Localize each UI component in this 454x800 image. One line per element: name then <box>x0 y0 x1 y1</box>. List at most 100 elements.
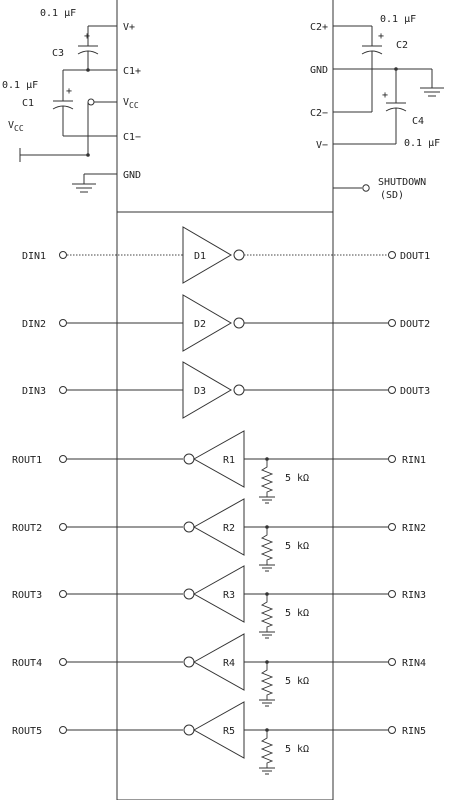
receiver-channel-2: ROUT2 R2 5 kΩ RIN2 <box>12 498 426 572</box>
shutdown-sd-label: (SD) <box>380 190 404 201</box>
driver-channel-1: DIN1 D1 DOUT1 <box>22 226 430 284</box>
receiver-1-output-label: ROUT1 <box>12 455 42 466</box>
driver-3-inversion-bubble <box>233 384 245 396</box>
capacitor-c3-value: 0.1 µF <box>40 8 76 19</box>
driver-3-input-label: DIN3 <box>22 386 46 397</box>
receiver-3-output-label: ROUT3 <box>12 590 42 601</box>
ic-pins-left: V+ C1+ VCC C1− GND <box>123 22 141 181</box>
capacitor-c1-polarity: + <box>66 86 72 97</box>
receiver-2-input-terminal <box>388 523 396 531</box>
receiver-3-input-label: RIN3 <box>402 590 426 601</box>
driver-channel-2: DIN2 D2 DOUT2 <box>22 294 430 352</box>
capacitor-c2-name: C2 <box>396 40 408 51</box>
capacitor-c3-polarity: + <box>84 31 90 42</box>
driver-1-output-label: DOUT1 <box>400 251 430 262</box>
driver-2-output-label: DOUT2 <box>400 319 430 330</box>
capacitor-c4: + C4 0.1 µF <box>382 90 440 149</box>
driver-3-name: D3 <box>194 386 206 397</box>
shutdown-pin: SHUTDOWN (SD) <box>378 177 426 201</box>
capacitor-c2: 0.1 µF + C2 <box>378 14 416 51</box>
capacitor-c1-name: C1 <box>22 98 34 109</box>
pin-c2minus-label: C2− <box>310 108 328 119</box>
receiver-3-inversion-bubble <box>183 588 195 600</box>
driver-2-output-terminal <box>388 319 396 327</box>
driver-2-input-terminal <box>59 319 67 327</box>
capacitor-c2-value: 0.1 µF <box>380 14 416 25</box>
receiver-2-output-label: ROUT2 <box>12 523 42 534</box>
capacitor-c4-polarity: + <box>382 90 388 101</box>
driver-1-output-terminal <box>388 251 396 259</box>
pin-c2plus-label: C2+ <box>310 22 328 33</box>
receiver-2-resistor-value: 5 kΩ <box>285 541 309 552</box>
receiver-1-buffer-symbol <box>192 430 245 488</box>
receiver-3-buffer-symbol <box>192 565 245 623</box>
power-section-wiring <box>19 25 444 193</box>
receiver-5-name: R5 <box>223 726 235 737</box>
ic-pins-right: C2+ GND C2− V− <box>310 22 328 151</box>
receiver-1-resistor-value: 5 kΩ <box>285 473 309 484</box>
receiver-5-output-label: ROUT5 <box>12 726 42 737</box>
driver-2-inversion-bubble <box>233 317 245 329</box>
pin-vplus-label: V+ <box>123 22 135 33</box>
driver-channel-3: DIN3 D3 DOUT3 <box>22 361 430 419</box>
receiver-1-inversion-bubble <box>183 453 195 465</box>
receiver-channel-4: ROUT4 R4 5 kΩ RIN4 <box>12 633 426 707</box>
receiver-channels: ROUT1 R1 5 kΩ RIN1 ROUT2 R2 5 kΩ RIN2 ROUT3 R3 5 k… <box>12 430 426 775</box>
receiver-5-resistor <box>260 730 274 768</box>
receiver-3-resistor <box>260 594 274 632</box>
receiver-4-resistor <box>260 662 274 700</box>
vcc-supply-label: VCC <box>8 120 24 133</box>
driver-1-input-label: DIN1 <box>22 251 46 262</box>
pin-vminus-label: V− <box>316 140 328 151</box>
driver-3-buffer-symbol <box>182 361 232 419</box>
driver-2-input-label: DIN2 <box>22 319 46 330</box>
receiver-5-input-label: RIN5 <box>402 726 426 737</box>
driver-1-input-terminal <box>59 251 67 259</box>
receiver-4-resistor-value: 5 kΩ <box>285 676 309 687</box>
capacitor-c3-name: C3 <box>52 48 64 59</box>
receiver-4-buffer-symbol <box>192 633 245 691</box>
receiver-5-input-terminal <box>388 726 396 734</box>
pin-c1plus-label: C1+ <box>123 66 141 77</box>
receiver-5-resistor-value: 5 kΩ <box>285 744 309 755</box>
pin-vcc-label: VCC <box>123 97 139 110</box>
receiver-1-output-terminal <box>59 455 67 463</box>
driver-channels: DIN1 D1 DOUT1 DIN2 D2 DOUT2 DIN3 D3 DOUT3 <box>22 226 430 419</box>
driver-3-input-terminal <box>59 386 67 394</box>
receiver-channel-1: ROUT1 R1 5 kΩ RIN1 <box>12 430 426 504</box>
pin-gnd-right-label: GND <box>310 65 328 76</box>
receiver-1-name: R1 <box>223 455 235 466</box>
pin-c1minus-label: C1− <box>123 132 141 143</box>
receiver-channel-5: ROUT5 R5 5 kΩ RIN5 <box>12 701 426 775</box>
receiver-channel-3: ROUT3 R3 5 kΩ RIN3 <box>12 565 426 639</box>
receiver-2-resistor <box>260 527 274 565</box>
receiver-2-output-terminal <box>59 523 67 531</box>
receiver-1-input-terminal <box>388 455 396 463</box>
capacitor-c3: 0.1 µF + C3 <box>40 8 90 59</box>
capacitor-c1: 0.1 µF + C1 <box>2 80 72 109</box>
pin-gnd-left-label: GND <box>123 170 141 181</box>
driver-1-name: D1 <box>194 251 206 262</box>
receiver-3-resistor-value: 5 kΩ <box>285 608 309 619</box>
receiver-4-name: R4 <box>223 658 235 669</box>
receiver-4-input-terminal <box>388 658 396 666</box>
receiver-2-name: R2 <box>223 523 235 534</box>
receiver-3-output-terminal <box>59 590 67 598</box>
driver-3-output-label: DOUT3 <box>400 386 430 397</box>
receiver-5-output-terminal <box>59 726 67 734</box>
receiver-5-inversion-bubble <box>183 724 195 736</box>
driver-3-output-terminal <box>388 386 396 394</box>
receiver-4-output-terminal <box>59 658 67 666</box>
capacitor-c4-value: 0.1 µF <box>404 138 440 149</box>
driver-1-inversion-bubble <box>233 249 245 261</box>
receiver-2-buffer-symbol <box>192 498 245 556</box>
ic-body-outline <box>116 0 334 800</box>
receiver-4-inversion-bubble <box>183 656 195 668</box>
driver-2-buffer-symbol <box>182 294 232 352</box>
receiver-4-input-label: RIN4 <box>402 658 426 669</box>
receiver-1-input-label: RIN1 <box>402 455 426 466</box>
capacitor-c1-value: 0.1 µF <box>2 80 38 91</box>
receiver-3-name: R3 <box>223 590 235 601</box>
capacitor-c4-name: C4 <box>412 116 424 127</box>
